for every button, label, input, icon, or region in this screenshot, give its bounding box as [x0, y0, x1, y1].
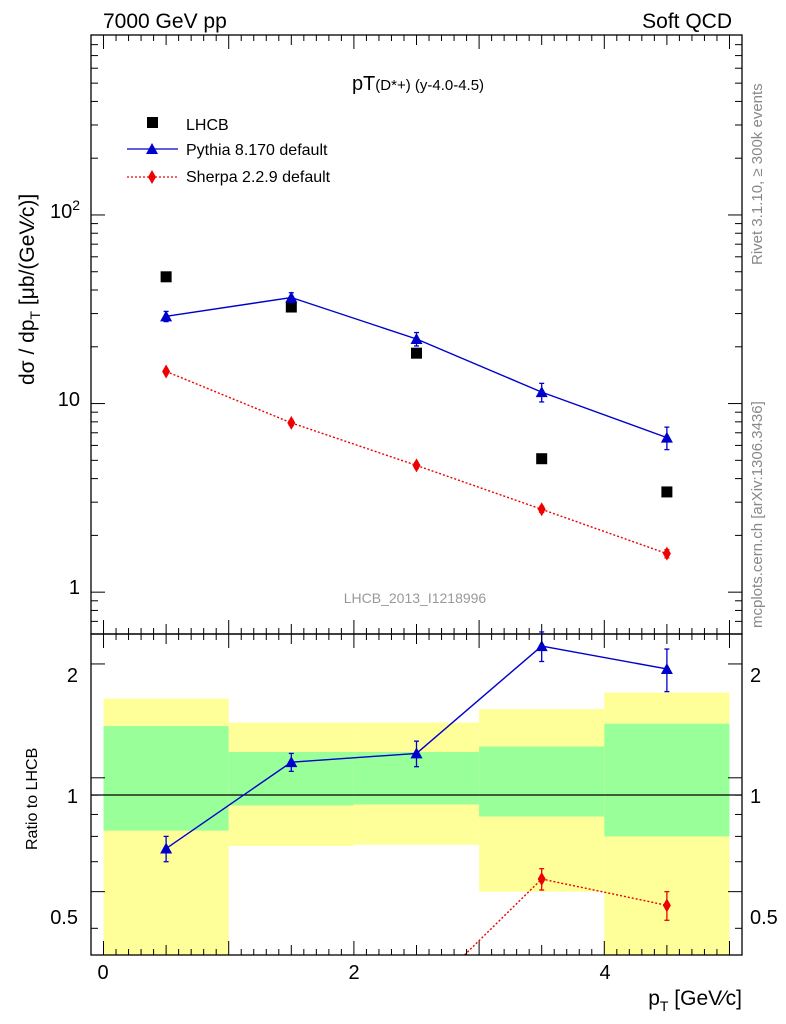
main-ylabel: dσ / dpT [μb/(GeV∕c)] — [16, 194, 43, 385]
main-point-sherpa — [662, 546, 671, 561]
legend-label-pythia: Pythia 8.170 default — [186, 142, 328, 159]
main-point-lhcb — [160, 271, 172, 283]
main-ytick-100-exp: 2 — [72, 197, 80, 213]
main-point-pythia — [660, 431, 673, 443]
main-point-lhcb — [285, 301, 297, 313]
legend-label-lhcb: LHCB — [186, 117, 229, 134]
main-point-pythia — [410, 332, 423, 344]
x-axis-label-sub: T — [660, 998, 669, 1014]
main-series-layer — [160, 271, 673, 561]
xtick-4: 4 — [599, 962, 610, 984]
main-point-lhcb — [536, 453, 548, 465]
ratio-point-pythia — [285, 756, 298, 768]
rivet-label: Rivet 3.1.10, ≥ 300k events — [749, 83, 766, 265]
main-ylabel-left: dσ / dp — [16, 319, 39, 385]
legend-marker-sherpa — [148, 170, 156, 184]
main-point-pythia — [535, 386, 548, 398]
main-point-lhcb — [661, 486, 673, 498]
ratio-ylabel: Ratio to LHCB — [24, 748, 41, 850]
ratio-ytick-05-right: 0.5 — [750, 907, 778, 929]
main-point-sherpa — [537, 502, 546, 517]
ratio-series-layer — [160, 631, 673, 956]
ratio-point-pythia — [410, 747, 423, 759]
main-line-pythia — [166, 296, 668, 439]
ratio-point-pythia — [535, 640, 548, 652]
main-ytick-100: 102 — [50, 197, 80, 223]
main-point-pythia — [160, 310, 173, 322]
ratio-band-inner — [479, 746, 605, 817]
ratio-band-inner — [103, 726, 229, 831]
ratio-axis-ticks — [91, 634, 742, 955]
ratio-ytick-1-left: 1 — [67, 786, 78, 808]
ratio-point-sherpa — [662, 898, 671, 913]
xtick-0: 0 — [97, 962, 108, 984]
main-panel: pT(D*+) (y-4.0-4.5) dσ / dpT [μb/(GeV∕c)… — [16, 34, 743, 635]
ratio-line-pythia — [165, 645, 668, 850]
ratio-ytick-2-right: 2 — [750, 665, 761, 687]
main-point-lhcb — [411, 347, 422, 359]
main-ytick-10: 10 — [58, 389, 80, 411]
main-legend: LHCB Pythia 8.170 default Sherpa 2.2.9 d… — [127, 117, 331, 186]
ratio-point-pythia — [660, 662, 673, 674]
main-point-pythia — [285, 291, 298, 303]
legend-label-sherpa: Sherpa 2.2.9 default — [186, 169, 331, 186]
ratio-ytick-05-left: 0.5 — [50, 907, 78, 929]
main-ylabel-sub: T — [27, 310, 43, 319]
main-point-sherpa — [412, 458, 421, 473]
ratio-band-inner — [604, 723, 730, 837]
main-point-sherpa — [287, 415, 296, 430]
main-title-sub: (D*+) (y-4.0-4.5) — [375, 77, 484, 94]
main-title: pT(D*+) (y-4.0-4.5) — [352, 73, 484, 95]
ratio-point-pythia — [160, 842, 173, 854]
main-title-main: pT — [352, 73, 375, 95]
ratio-bands — [103, 692, 730, 955]
header-right: Soft QCD — [642, 10, 732, 33]
header-left: 7000 GeV pp — [103, 10, 227, 33]
main-point-sherpa — [162, 364, 171, 379]
xtick-2: 2 — [348, 962, 359, 984]
legend-marker-lhcb — [147, 117, 158, 128]
ratio-frame — [90, 633, 743, 956]
x-axis-label-unit: [GeV∕c] — [668, 987, 742, 1010]
x-axis-label-p: p — [648, 987, 660, 1010]
x-axis-label: pT [GeV∕c] — [648, 987, 742, 1014]
main-axis-ticks — [91, 34, 742, 635]
ratio-ytick-2-left: 2 — [67, 665, 78, 687]
ratio-point-sherpa — [537, 872, 546, 887]
main-ylabel-right: [μb/(GeV∕c)] — [16, 194, 39, 311]
main-watermark: LHCB_2013_I1218996 — [344, 590, 487, 606]
main-ytick-1: 1 — [69, 577, 80, 599]
legend-marker-pythia — [146, 143, 158, 154]
ratio-panel: Ratio to LHCB 2 1 0.5 2 1 0.5 0 2 4 pT [… — [24, 631, 778, 1014]
ratio-ytick-1-right: 1 — [750, 786, 761, 808]
source-label: mcplots.cern.ch [arXiv:1306.3436] — [749, 401, 766, 628]
ratio-line-sherpa — [464, 878, 668, 956]
